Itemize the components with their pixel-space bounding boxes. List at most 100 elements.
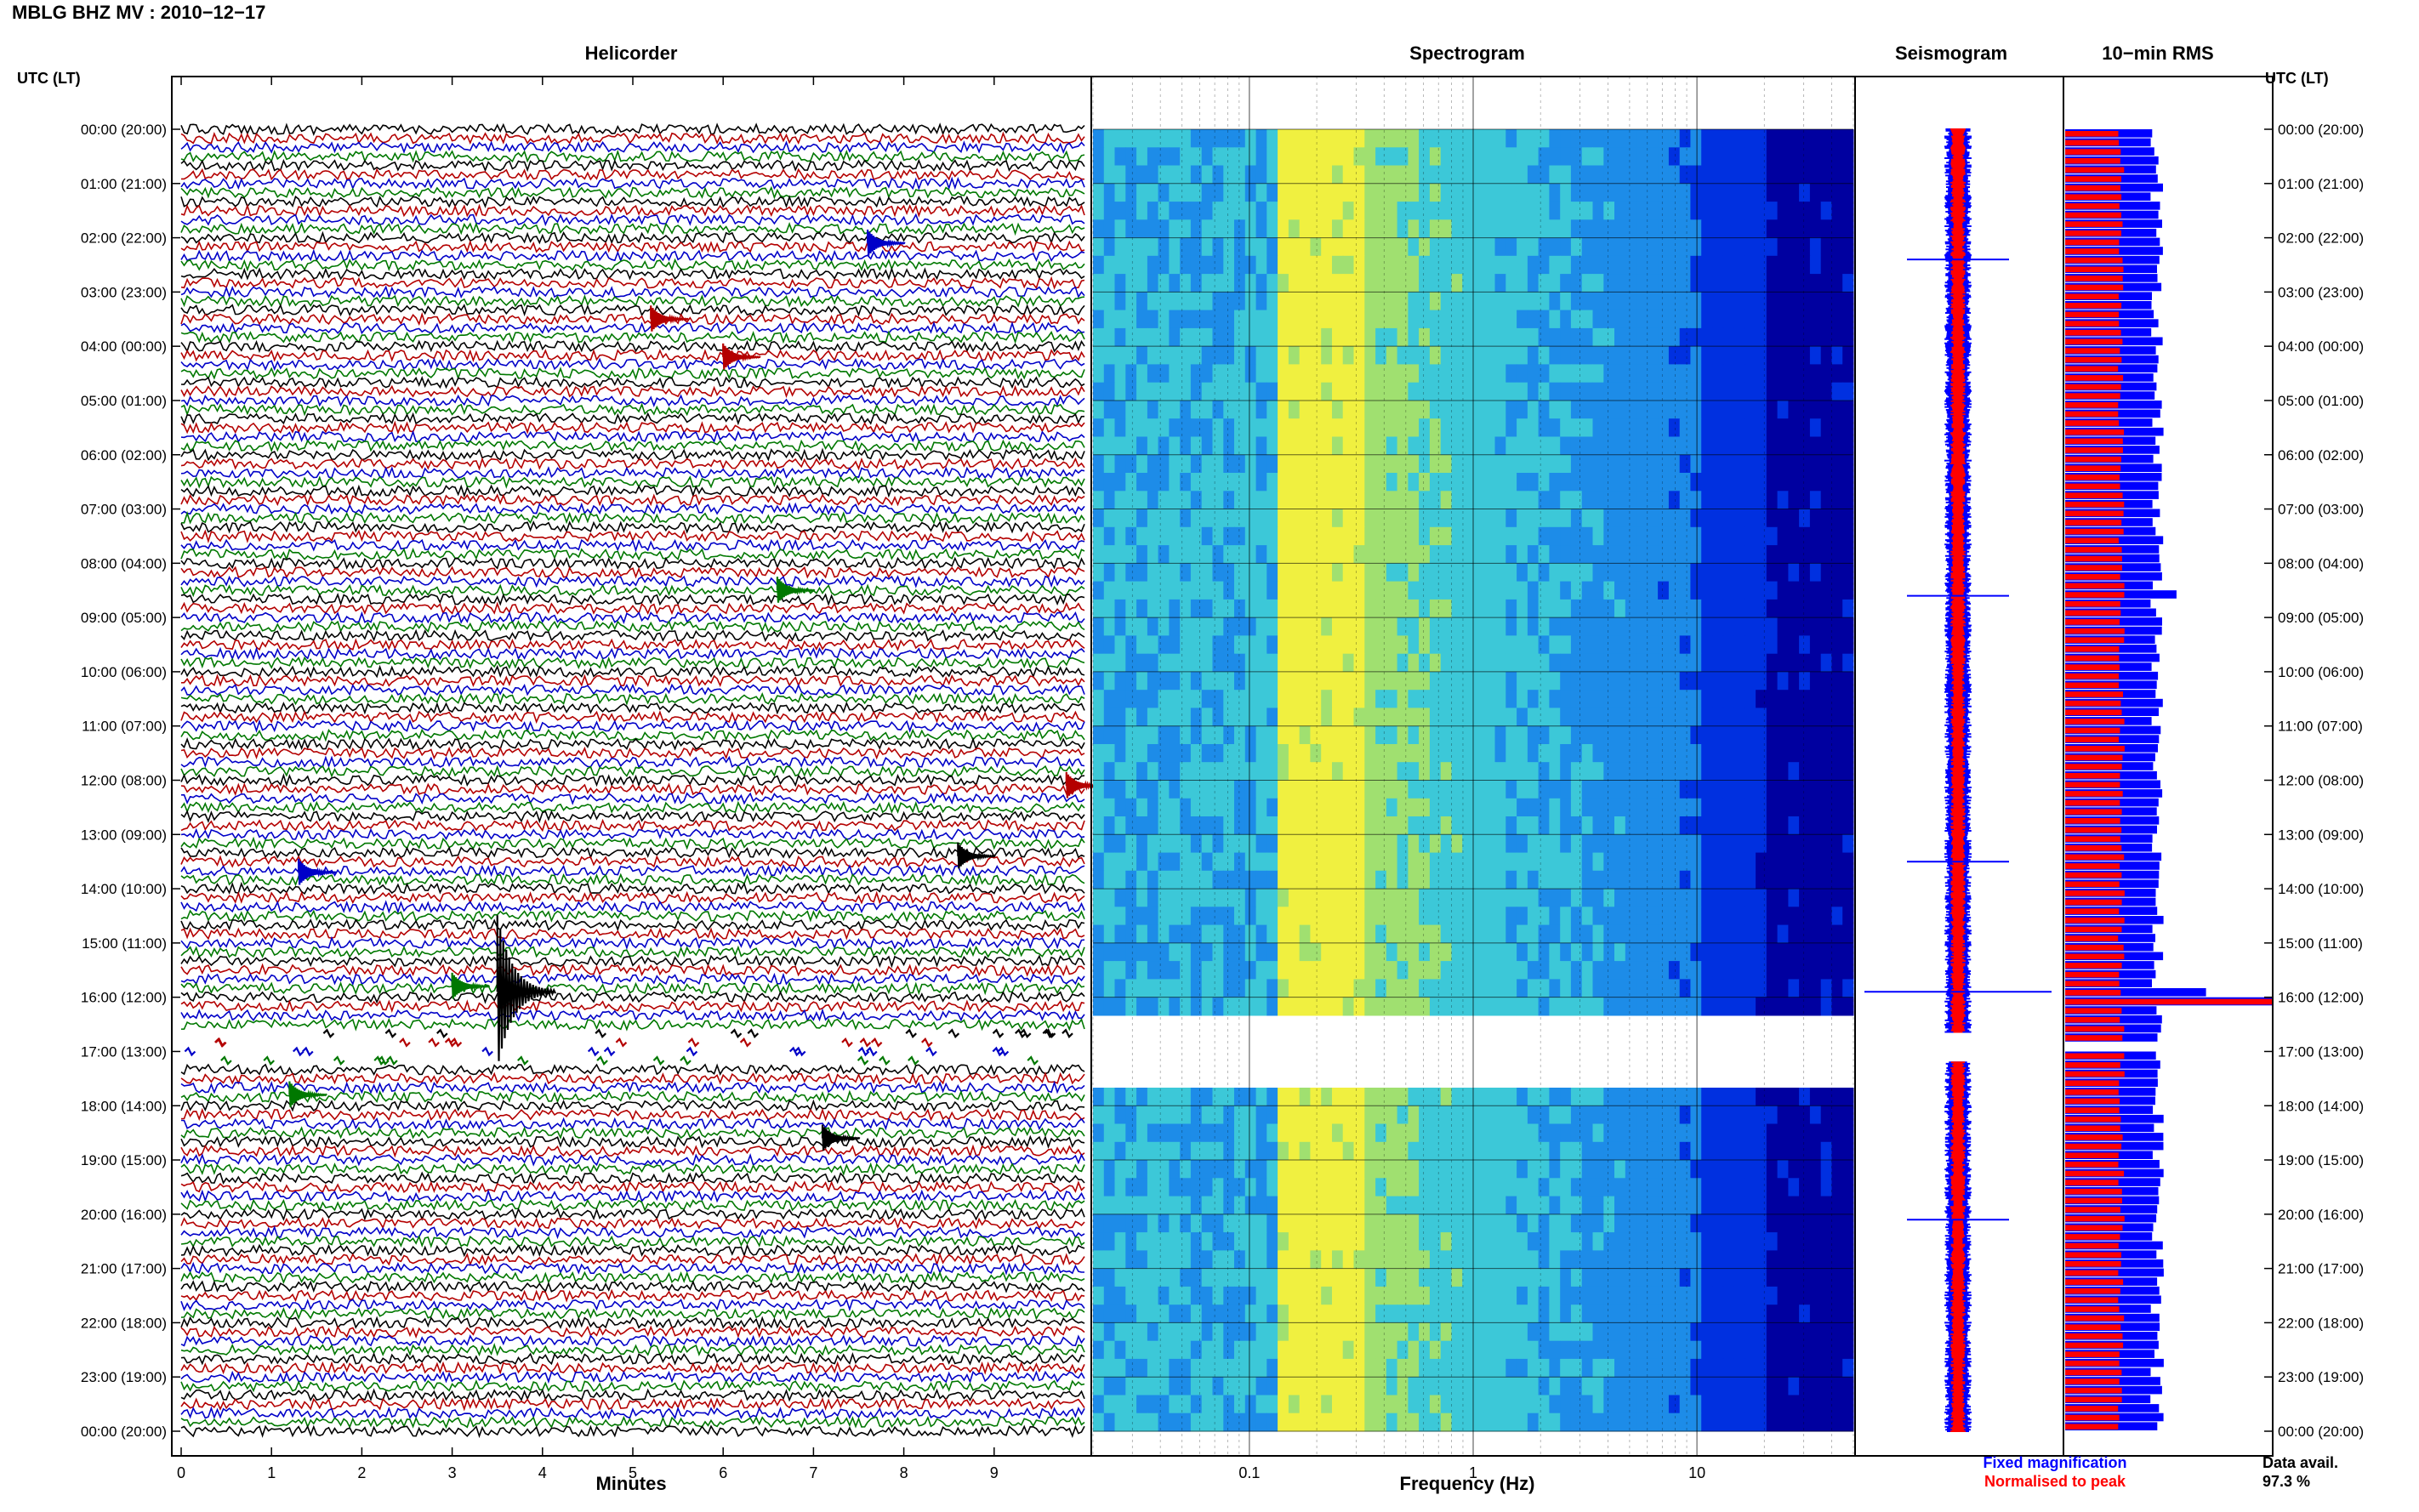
spectrogram-cell [1788,418,1800,437]
spectrogram-cell [1658,346,1670,365]
spectrogram-cell [1353,1232,1365,1251]
spectrogram-cell [1212,599,1224,618]
spectrogram-cell [1799,418,1811,437]
spectrogram-cell [1440,671,1452,691]
spectrogram-cell [1364,889,1376,907]
spectrogram-cell [1342,780,1354,799]
spectrogram-cell [1180,1178,1192,1197]
spectrogram-cell [1266,491,1278,510]
spectrogram-cell [1375,491,1387,510]
spectrogram-cell [1321,942,1333,962]
spectrogram-cell [1114,473,1126,492]
spectrogram-cell [1278,219,1289,239]
spectrogram-cell [1549,617,1561,636]
spectrogram-cell [1473,274,1485,293]
spectrogram-cell [1451,780,1463,799]
spectrogram-cell [1255,237,1267,257]
spectrogram-cell [1733,129,1745,148]
spectrogram-cell [1147,147,1159,167]
spectrogram-cell [1603,708,1615,727]
spectrogram-cell [1636,1123,1648,1143]
spectrogram-cell [1158,942,1170,962]
spectrogram-cell [1668,1413,1681,1432]
spectrogram-cell [1180,545,1192,564]
spectrogram-cell [1517,961,1528,980]
spectrogram-cell [1125,436,1137,456]
spectrogram-cell [1831,690,1843,708]
spectrogram-cell [1777,1232,1789,1251]
spectrogram-cell [1255,599,1267,618]
spectrogram-cell [1592,816,1604,835]
spectrogram-cell [1244,1340,1257,1360]
spectrogram-cell [1158,1196,1170,1215]
spectrogram-cell [1712,924,1724,944]
spectrogram-cell [1745,1322,1756,1342]
spectrogram-cell [1809,1340,1822,1360]
spectrogram-cell [1581,1322,1593,1342]
spectrogram-cell [1266,744,1278,763]
spectrogram-cell [1408,671,1420,691]
spectrogram-cell [1842,1232,1854,1251]
spectrogram-cell [1592,1358,1604,1378]
spectrogram-cell [1756,599,1767,618]
spectrogram-cell [1538,961,1550,980]
spectrogram-cell [1364,834,1376,854]
spectrogram-cell [1636,1377,1648,1395]
spectrogram-cell [1147,1141,1159,1161]
spectrogram-cell [1777,346,1789,365]
spectrogram-cell [1451,364,1463,384]
spectrogram-cell [1190,961,1203,980]
spectrogram-cell [1733,1395,1745,1414]
spectrogram-cell [1647,491,1659,510]
spectrogram-cell [1386,454,1398,474]
spectrogram-cell [1169,889,1181,907]
spectrogram-cell [1299,436,1311,456]
spectrogram-cell [1679,617,1691,636]
spectrogram-cell [1397,599,1409,618]
spectrogram-cell [1147,183,1159,202]
spectrogram-cell [1712,798,1724,817]
spectrogram-cell [1570,1395,1583,1414]
spectrogram-cell [1570,491,1583,510]
spectrogram-cell [1538,635,1550,655]
spectrogram-cell [1190,237,1203,257]
spectrogram-cell [1364,129,1376,148]
spectrogram-cell [1386,401,1398,419]
spectrogram-cell [1614,327,1626,347]
spectrogram-cell [1560,1250,1572,1270]
spectrogram-cell [1494,997,1506,1016]
spectrogram-cell [1114,327,1126,347]
spectrogram-cell [1756,147,1767,167]
spectrogram-cell [1244,401,1257,419]
spectrogram-cell [1364,997,1376,1016]
spectrogram-cell [1223,1214,1235,1233]
spectrogram-cell [1777,1106,1789,1125]
spectrogram-cell [1234,1395,1246,1414]
spectrogram-cell [1658,509,1670,528]
spectrogram-cell [1733,509,1745,528]
spectrogram-cell [1560,942,1572,962]
spectrogram-cell [1473,255,1485,275]
spectrogram-cell [1560,401,1572,419]
spectrogram-cell [1517,237,1528,257]
spectrogram-cell [1560,907,1572,926]
spectrogram-cell [1375,581,1387,600]
helicorder-trace [180,1261,1084,1276]
spectrogram-cell [1581,292,1593,311]
spectrogram-cell [1842,1214,1854,1233]
spectrogram-cell [1190,889,1203,907]
spectrogram-cell [1570,1250,1583,1270]
spectrogram-cell [1451,327,1463,347]
spectrogram-cell [1299,671,1311,691]
spectrogram-cell [1397,870,1409,890]
spectrogram-cell [1625,762,1637,781]
spectrogram-cell [1538,147,1550,167]
spectrogram-cell [1831,1196,1843,1215]
spectrogram-cell [1712,834,1724,854]
spectrogram-cell [1244,473,1257,492]
spectrogram-cell [1570,762,1583,781]
spectrogram-cell [1440,581,1452,600]
spectrogram-cell [1658,852,1670,872]
spectrogram-cell [1255,1340,1267,1360]
spectrogram-cell [1538,1196,1550,1215]
